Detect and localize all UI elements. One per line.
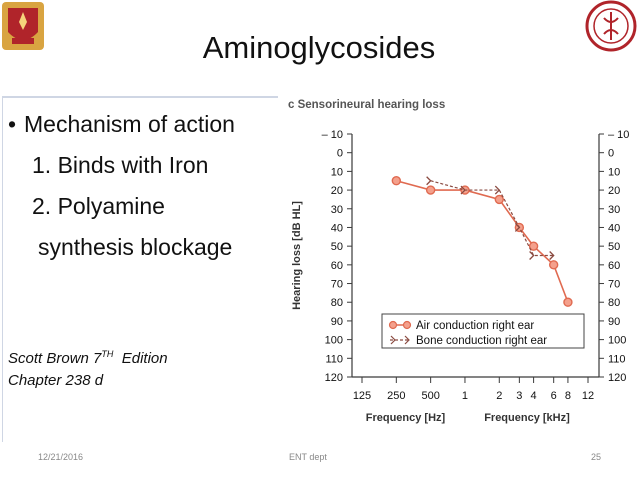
x-tick-label: 3 <box>516 390 522 402</box>
y-axis-label: Hearing loss [dB HL] <box>291 201 303 310</box>
slide-title: Aminoglycosides <box>202 30 436 65</box>
y-tick-label-left: 40 <box>331 222 343 234</box>
footer-department: ENT dept <box>289 452 327 462</box>
footer-page-number: 25 <box>591 452 602 462</box>
content-divider <box>2 96 278 98</box>
y-tick-label-right: 80 <box>608 297 620 309</box>
y-tick-label-right: 50 <box>608 241 620 253</box>
point-iron: 1. Binds with Iron <box>32 152 209 178</box>
x-axis-label-khz: Frequency [kHz] <box>484 412 570 424</box>
air-conduction-point <box>391 176 402 186</box>
air-conduction-point <box>494 194 504 205</box>
reference-book: Scott Brown 7TH Edition <box>8 349 168 367</box>
y-tick-label-left: 120 <box>325 372 343 384</box>
x-tick-label: 125 <box>353 390 371 402</box>
bone-conduction-point <box>426 176 432 186</box>
y-tick-label-left: – 10 <box>322 129 343 141</box>
audiogram-chart: c Sensorineural hearing loss Hearing loss… <box>288 99 629 424</box>
x-tick-label: 12 <box>582 390 594 402</box>
legend-bone-label: Bone conduction right ear <box>416 335 547 347</box>
y-tick-label-left: 20 <box>331 185 343 197</box>
legend-box <box>381 313 585 349</box>
y-tick-label-right: 30 <box>608 204 620 216</box>
y-tick-label-left: 70 <box>331 279 343 291</box>
bone-conduction-point <box>460 185 466 195</box>
x-tick-label: 8 <box>565 390 571 402</box>
air-conduction-point <box>528 241 539 251</box>
y-tick-label-right: 70 <box>608 279 620 291</box>
college-crest-logo <box>2 2 44 50</box>
y-tick-label-left: 100 <box>325 335 343 347</box>
x-tick-label: 6 <box>551 390 557 402</box>
y-tick-label-right: 110 <box>608 353 626 365</box>
legend-air-swatch-dot <box>402 320 412 330</box>
y-tick-label-right: – 10 <box>608 129 629 141</box>
bone-conduction-point <box>529 251 535 260</box>
y-tick-label-right: 60 <box>608 260 620 272</box>
reference-chapter: Chapter 238 d <box>8 372 104 389</box>
society-seal-logo <box>585 0 637 52</box>
legend-air-swatch-dot <box>388 320 398 330</box>
bullet-mechanism: • Mechanism of action <box>8 111 235 137</box>
legend-air-label: Air conduction right ear <box>416 320 534 332</box>
bone-conduction-point <box>514 223 521 232</box>
y-tick-label-left: 50 <box>331 241 343 253</box>
y-tick-label-right: 90 <box>608 316 620 328</box>
point-polyamine: 2. Polyamine <box>32 193 165 219</box>
x-tick-label: 1 <box>462 390 468 402</box>
footer-date: 12/21/2016 <box>38 452 84 462</box>
y-tick-label-right: 10 <box>608 166 620 178</box>
y-tick-label-left: 80 <box>331 297 343 309</box>
air-conduction-point <box>563 297 573 307</box>
air-conduction-line <box>396 179 569 303</box>
y-tick-label-left: 0 <box>337 148 343 160</box>
bullet-text: Mechanism of action <box>24 111 235 137</box>
content-left-border <box>2 98 3 442</box>
air-conduction-point <box>548 260 559 270</box>
y-tick-label-left: 110 <box>325 353 343 365</box>
y-tick-label-right: 120 <box>608 372 626 384</box>
y-tick-label-right: 40 <box>608 222 620 234</box>
x-tick-label: 4 <box>531 390 537 402</box>
point-synthesis: synthesis blockage <box>38 234 233 260</box>
y-tick-label-right: 0 <box>608 148 614 160</box>
x-tick-label: 500 <box>421 390 439 402</box>
bone-conduction-point <box>549 251 555 260</box>
y-tick-label-left: 30 <box>331 204 343 216</box>
bone-conduction-line <box>430 180 554 257</box>
y-tick-label-right: 20 <box>608 185 620 197</box>
y-tick-label-left: 60 <box>331 260 343 272</box>
x-axis-label-hz: Frequency [Hz] <box>366 412 446 424</box>
y-tick-label-left: 90 <box>331 316 343 328</box>
chart-title: c Sensorineural hearing loss <box>288 99 445 111</box>
x-tick-label: 2 <box>496 390 502 402</box>
air-conduction-point <box>425 185 436 195</box>
x-tick-label: 250 <box>387 390 405 402</box>
legend-bone-swatch-arrow <box>404 335 410 345</box>
legend-bone-swatch-arrow <box>390 335 396 345</box>
bone-conduction-point <box>494 185 501 195</box>
y-tick-label-right: 100 <box>608 335 626 347</box>
y-tick-label-left: 10 <box>331 166 343 178</box>
